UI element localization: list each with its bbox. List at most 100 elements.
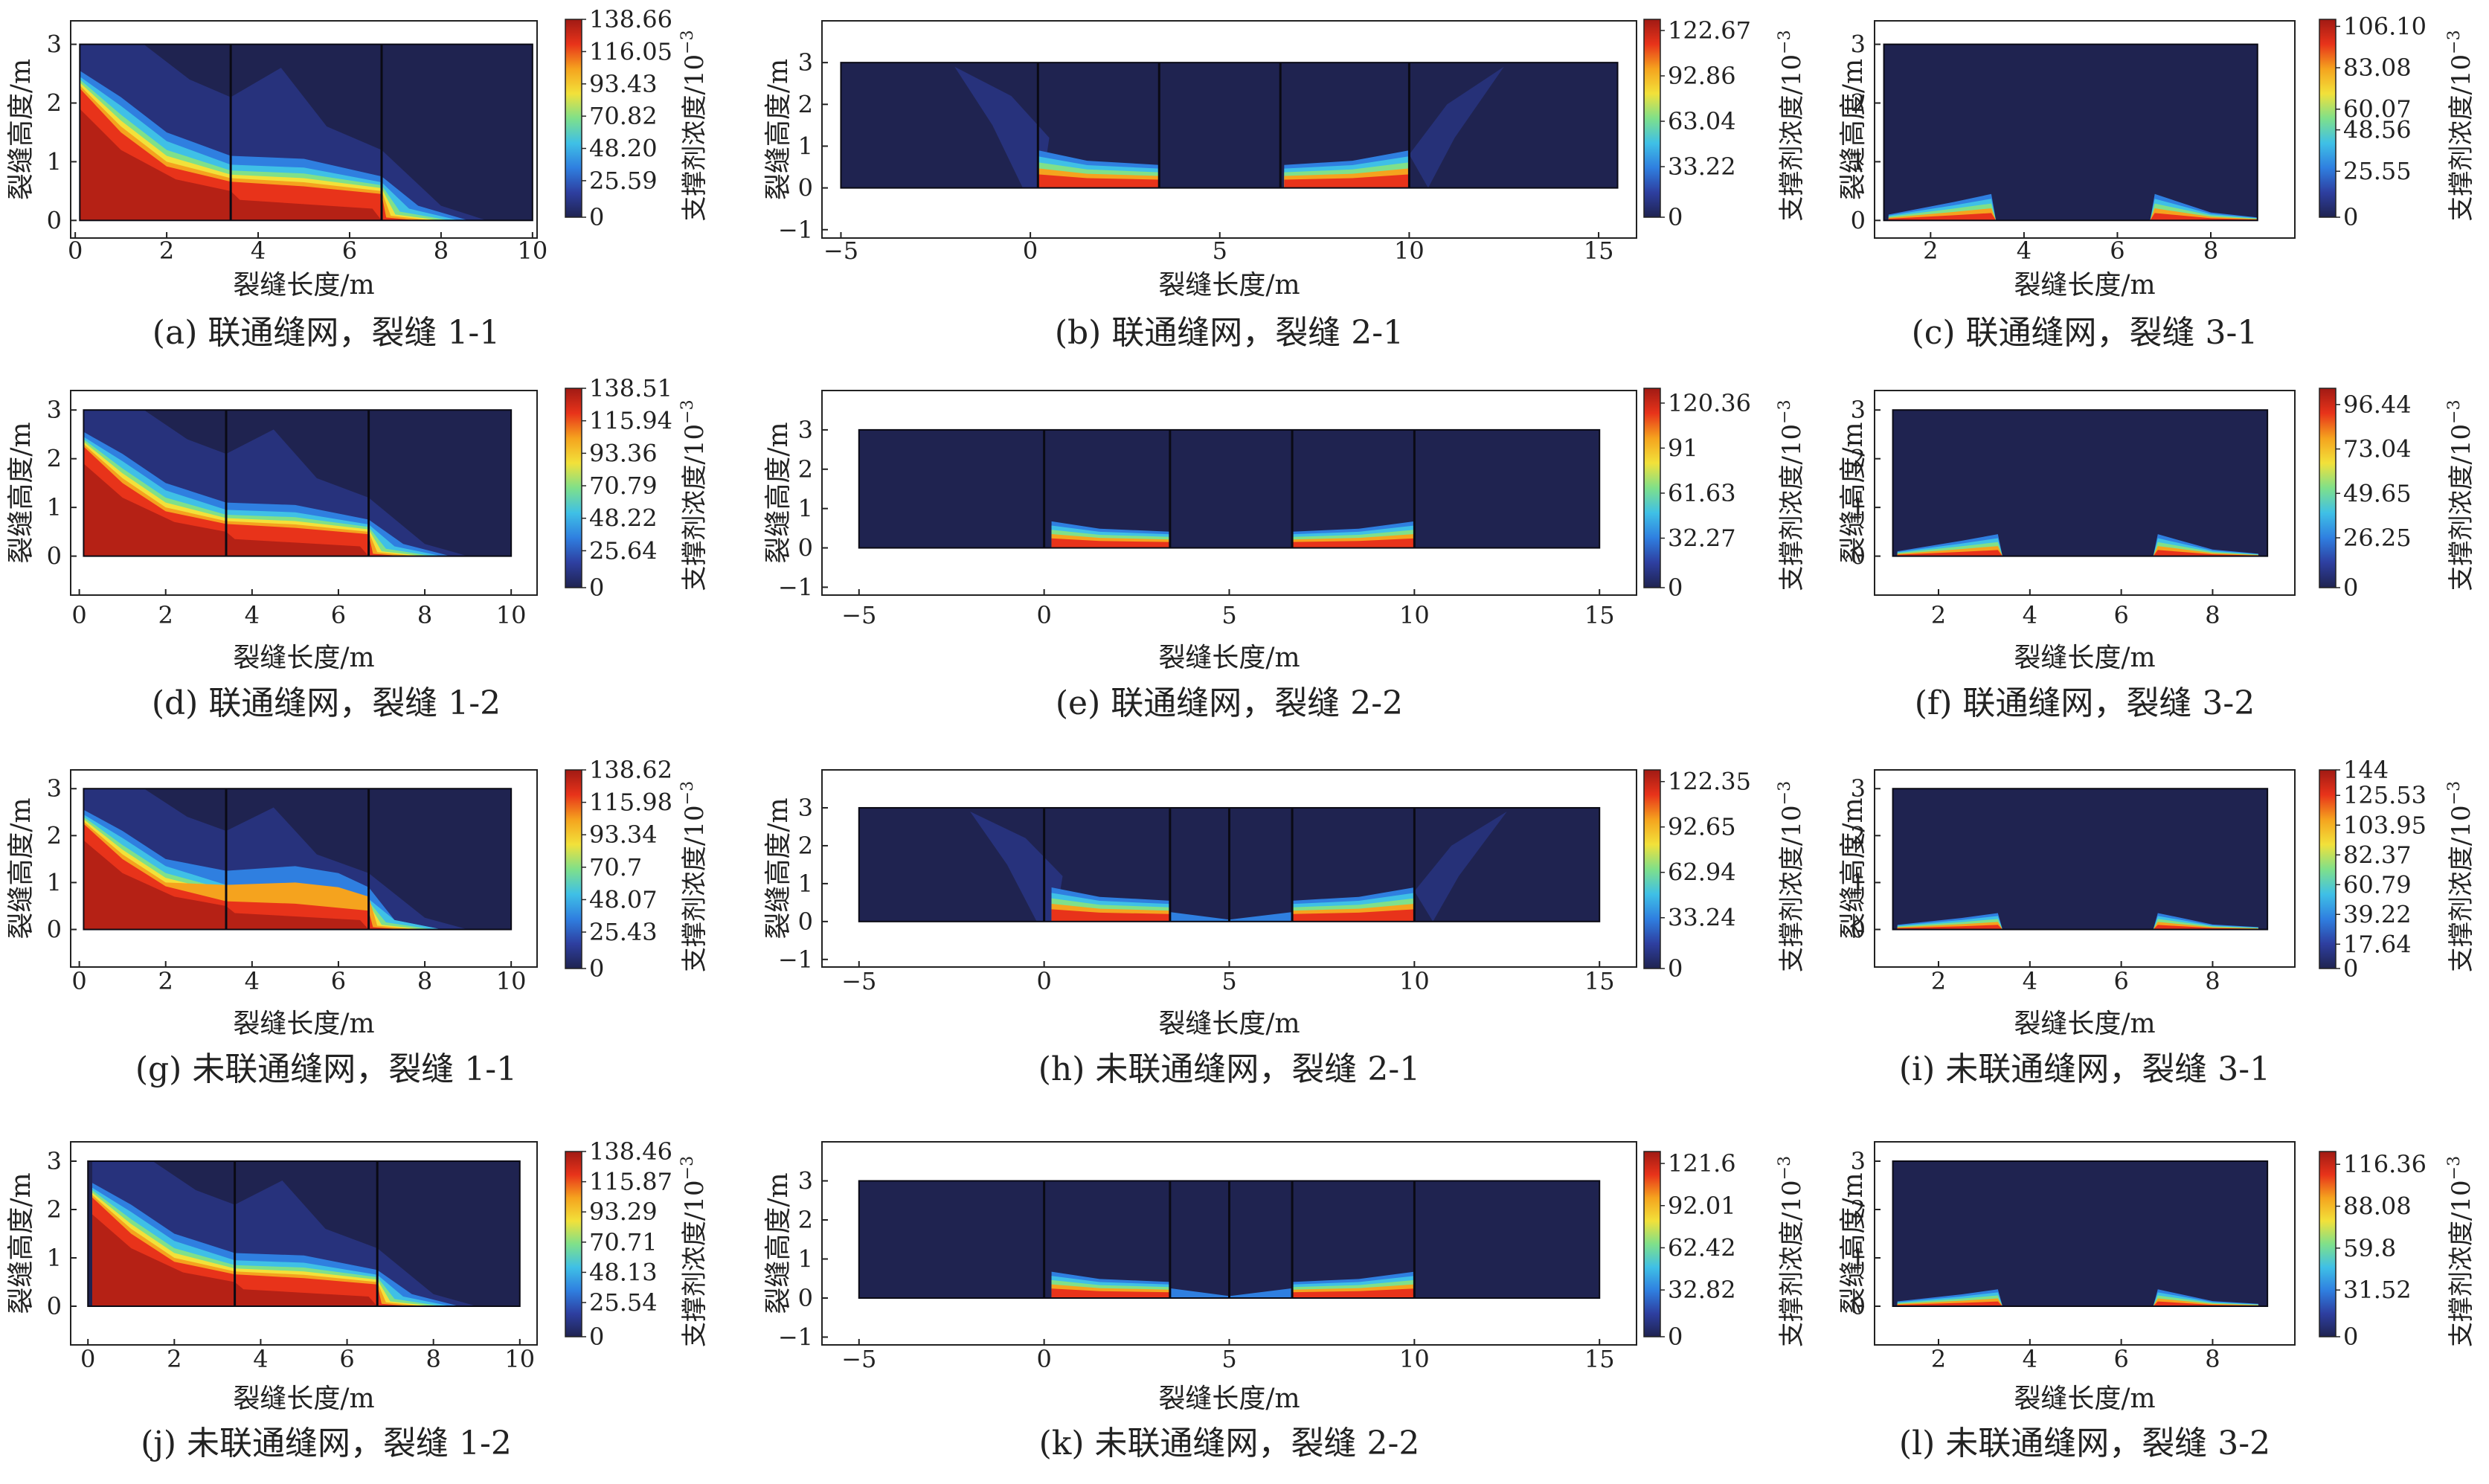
plume-band [1292, 1288, 1415, 1298]
x-tick-label: 4 [2023, 601, 2037, 629]
x-tick-label: 8 [2205, 1345, 2220, 1373]
y-tick-label: 0 [1851, 1292, 1866, 1320]
colorbar-tick-label: 138.66 [589, 5, 672, 33]
y-tick-label: 3 [47, 30, 62, 59]
x-tick-label: 10 [496, 601, 527, 629]
colorbar-tick-label: 115.98 [589, 788, 672, 817]
x-tick-label: 6 [2110, 237, 2125, 265]
y-tick-label: 2 [798, 455, 813, 484]
plume-band [92, 1214, 378, 1306]
colorbar-tick-label: 0 [2343, 954, 2358, 983]
colorbar-tick-label: 93.29 [589, 1198, 658, 1226]
colorbar-label: 支撑剂浓度/10−3 [2445, 30, 2476, 221]
y-tick-label: 1 [47, 493, 62, 521]
colorbar-label-exponent: −3 [678, 399, 697, 423]
colorbar-tick-label: 32.82 [1668, 1276, 1736, 1304]
colorbar-tick-label: 25.43 [589, 918, 658, 946]
plume-band [1169, 1288, 1293, 1298]
colorbar-tick-label: 25.64 [589, 536, 658, 565]
colorbar [565, 769, 582, 969]
colorbar-label-exponent: −3 [678, 30, 697, 54]
x-tick-label: 8 [417, 601, 432, 629]
colorbar-tick-label: 0 [1668, 954, 1683, 983]
colorbar-label-exponent: −3 [678, 1156, 697, 1180]
panel-c: 2 4 6 8 0 1 2 3 裂缝长度/m 裂缝高度/m 106.10 83.08 60.0748.5… [1838, 12, 2476, 352]
panel-i: 2 4 6 8 0 1 2 3 裂缝长度/m 裂缝高度/m 144125.53103.9582.37… [1838, 756, 2476, 1088]
colorbar-tick-label: 82.37 [2343, 841, 2412, 869]
colorbar [1643, 1151, 1661, 1337]
panel-caption: (k) 未联通缝网，裂缝 2-2 [1039, 1424, 1420, 1462]
x-tick-label: 15 [1584, 967, 1615, 995]
x-tick-label: −5 [841, 1345, 876, 1373]
y-axis-label: 裂缝高度/m [763, 59, 794, 200]
colorbar-tick-label: 61.63 [1668, 479, 1736, 507]
y-tick-label: 1 [798, 1245, 813, 1273]
y-axis-label: 裂缝高度/m [6, 797, 36, 939]
plume-band [2153, 925, 2258, 930]
colorbar-tick-label: 0 [1668, 574, 1683, 602]
x-tick-label: 0 [68, 237, 83, 265]
colorbar [1643, 769, 1661, 969]
panel-caption: (h) 未联通缝网，裂缝 2-1 [1038, 1050, 1421, 1088]
y-tick-label: 1 [1851, 147, 1866, 176]
colorbar-tick-label: 0 [2343, 203, 2358, 231]
colorbar-tick-label: 0 [589, 574, 604, 602]
colorbar [565, 388, 582, 588]
x-tick-label: 8 [2203, 237, 2218, 265]
colorbar-tick-label: 93.43 [589, 70, 658, 98]
colorbar-tick-label: 92.01 [1668, 1192, 1736, 1220]
colorbar-label: 支撑剂浓度/10−3 [2445, 781, 2476, 972]
colorbar-tick-label: 25.54 [589, 1288, 658, 1317]
concentration-field [1897, 913, 2258, 930]
domain-border [858, 806, 1601, 922]
domain-border [83, 409, 513, 557]
x-tick-label: 2 [1931, 1345, 1946, 1373]
x-axis-label: 裂缝长度/m [1158, 643, 1300, 673]
y-tick-label: 1 [1851, 1244, 1866, 1272]
colorbar-label-exponent: −3 [2445, 399, 2464, 423]
colorbar-tick-label: 92.65 [1668, 813, 1736, 841]
panel-caption: (g) 未联通缝网，裂缝 1-1 [135, 1050, 517, 1088]
colorbar-tick-label: 25.59 [589, 167, 658, 195]
y-axis-label: 裂缝高度/m [1838, 59, 1869, 200]
colorbar-label: 支撑剂浓度/10−3 [1776, 30, 1807, 221]
colorbar-tick-label: 122.67 [1668, 16, 1751, 45]
colorbar-tick-label: 106.10 [2343, 12, 2427, 40]
plume-band [1284, 174, 1410, 188]
y-tick-label: 0 [47, 542, 62, 571]
colorbar-tick-label: 0 [589, 203, 604, 231]
x-tick-label: 6 [331, 967, 346, 995]
x-tick-label: 10 [1399, 967, 1430, 995]
x-tick-label: 2 [1931, 967, 1946, 995]
y-tick-label: 3 [47, 774, 62, 803]
y-tick-label: 0 [798, 534, 813, 562]
colorbar-tick-label: 31.52 [2343, 1276, 2412, 1304]
panel-caption: (i) 未联通缝网，裂缝 3-1 [1899, 1050, 2270, 1088]
colorbar [565, 19, 582, 218]
colorbar [2319, 1151, 2337, 1337]
x-tick-label: 4 [245, 601, 260, 629]
concentration-field [83, 788, 469, 930]
y-axis-label: 裂缝高度/m [1838, 797, 1869, 939]
colorbar [2319, 388, 2337, 588]
colorbar-tick-label: 83.08 [2343, 54, 2412, 82]
colorbar-tick-label: 103.95 [2343, 811, 2427, 839]
domain-border [1892, 788, 2269, 931]
colorbar-tick-label: 122.35 [1668, 768, 1751, 796]
y-tick-label: 1 [1851, 493, 1866, 521]
colorbar-tick-label: 121.6 [1668, 1149, 1736, 1178]
colorbar-tick-label: 70.7 [589, 853, 642, 881]
colorbar-label-exponent: −3 [678, 781, 697, 805]
y-tick-label: −1 [778, 216, 813, 244]
y-tick-label: 0 [1851, 542, 1866, 571]
y-tick-label: 3 [798, 794, 813, 822]
y-axis-label: 裂缝高度/m [6, 59, 36, 200]
y-tick-label: 2 [1851, 445, 1866, 473]
concentration-field [1897, 534, 2258, 556]
y-tick-label: 3 [798, 416, 813, 444]
colorbar-tick-label: 115.94 [589, 407, 672, 435]
colorbar-tick-label: 144 [2343, 756, 2389, 784]
colorbar-label-exponent: −3 [2445, 781, 2464, 805]
panel-caption: (c) 联通缝网，裂缝 3-1 [1912, 314, 2258, 352]
colorbar-tick-label: 62.94 [1668, 858, 1736, 887]
